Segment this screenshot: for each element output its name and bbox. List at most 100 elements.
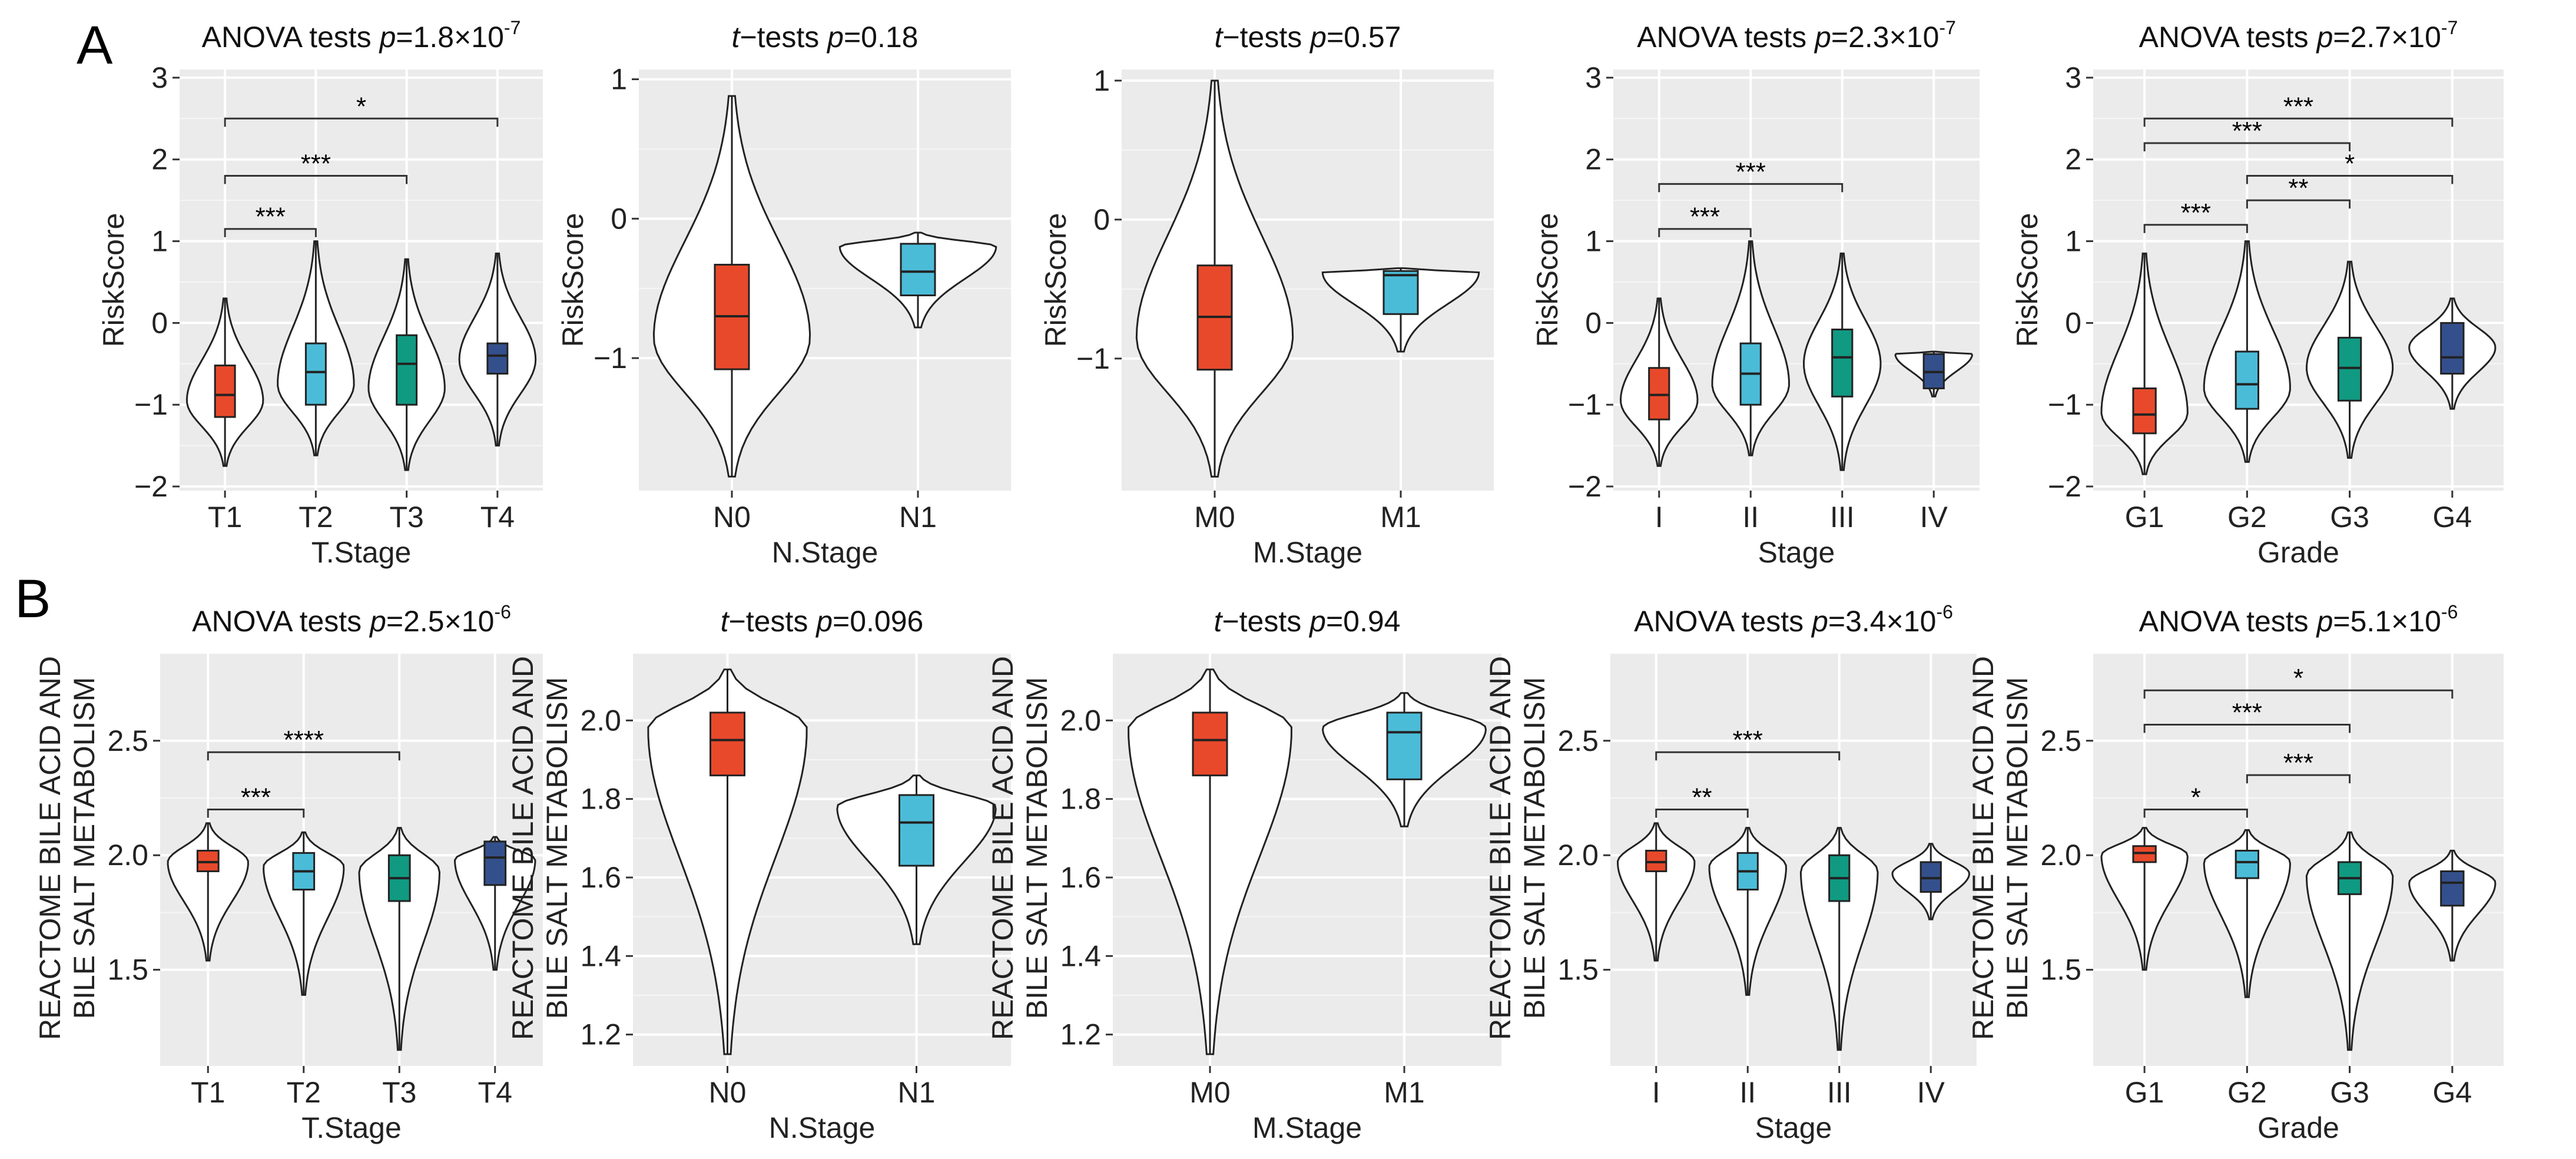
- title-p-symbol: p: [2316, 21, 2333, 54]
- box-navy: [2440, 870, 2465, 907]
- significance-bracket: ***: [224, 203, 317, 237]
- violin-t4: [458, 252, 537, 447]
- significance-bracket: ***: [2143, 92, 2454, 127]
- chart-title: t−tests p=0.18: [732, 21, 919, 54]
- title-t-symbol: t: [1214, 605, 1224, 638]
- x-tick-label: III: [1830, 501, 1855, 534]
- x-tick-label: G2: [2227, 1076, 2267, 1109]
- significance-bracket: ***: [2246, 749, 2351, 784]
- x-tick-label: M1: [1384, 1076, 1424, 1109]
- x-tick-label: III: [1827, 1076, 1852, 1109]
- significance-label: *: [2293, 664, 2303, 693]
- box-cyan: [899, 794, 934, 867]
- bracket-line: [1658, 228, 1752, 237]
- violin-i: [1617, 822, 1696, 962]
- x-tick-label: N0: [709, 1076, 747, 1109]
- x-tick-label: II: [1742, 501, 1759, 534]
- chart-title: t−tests p=0.096: [721, 605, 924, 638]
- chart-title: ANOVA tests p=3.4×10-6: [1634, 601, 1953, 638]
- y-tick-label: −1: [594, 342, 627, 375]
- title-prefix: ANOVA tests: [2139, 605, 2317, 638]
- y-tick-label: 1: [151, 225, 168, 258]
- violin-iv: [1894, 350, 1974, 398]
- x-tick-label: T2: [299, 501, 333, 534]
- y-tick-label: 2.0: [2040, 839, 2081, 872]
- title-p-symbol: p: [1814, 21, 1831, 54]
- title-p-symbol: p: [826, 21, 844, 54]
- bracket-line: [2143, 724, 2351, 733]
- significance-label: **: [2288, 174, 2308, 203]
- significance-label: ***: [256, 203, 286, 231]
- x-axis-label: N.Stage: [769, 1111, 876, 1144]
- violin-t1: [185, 297, 264, 467]
- y-tick-label: 3: [1585, 61, 1602, 94]
- significance-bracket: ***: [2143, 698, 2351, 733]
- y-tick-label: −1: [1076, 342, 1110, 375]
- violin-m0: [1128, 668, 1292, 1055]
- bracket-line: [2246, 174, 2454, 184]
- violin-m0: [1135, 80, 1294, 478]
- chart-a3: −1 0 1 M0 M1 M.Stage RiskScore t−tests p=0.57: [1039, 21, 1494, 569]
- y-tick-label: 3: [2065, 61, 2081, 94]
- violin-n1: [838, 231, 997, 329]
- chart-b3: 1.2 1.4 1.6 1.8 2.0 M0 M1 M.Stage REACTOME BILE …: [986, 605, 1501, 1144]
- x-tick-label: T3: [389, 501, 423, 534]
- y-tick-label: 1.4: [1060, 939, 1101, 972]
- box-cyan: [304, 342, 327, 406]
- violin-ii: [1711, 240, 1791, 456]
- significance-bracket: ***: [224, 149, 408, 184]
- y-axis-label: RiskScore: [1039, 213, 1072, 347]
- bracket-line: [224, 174, 408, 184]
- significance-label: ***: [1736, 157, 1766, 186]
- significance-bracket: *: [2246, 149, 2454, 184]
- x-tick-label: II: [1739, 1076, 1756, 1109]
- y-tick-label: −2: [2048, 470, 2081, 503]
- box-cyan: [2234, 350, 2260, 410]
- bracket-line: [1655, 751, 1841, 761]
- x-tick-label: N0: [713, 501, 751, 534]
- violin-t1: [167, 822, 249, 962]
- title-prefix: ANOVA tests: [1634, 605, 1812, 638]
- title-tests: −tests: [1222, 605, 1309, 638]
- y-tick-label: 1.5: [2040, 953, 2081, 986]
- box-red: [1192, 711, 1228, 777]
- significance-label: ***: [2232, 698, 2262, 727]
- y-tick-label: 3: [151, 61, 168, 94]
- violin-g3: [2305, 831, 2394, 1051]
- title-value: =0.57: [1327, 21, 1401, 54]
- bracket-line: [2143, 689, 2454, 699]
- violin-g1: [2100, 827, 2189, 971]
- y-axis-label-line1: REACTOME BILE ACID AND: [34, 656, 67, 1040]
- bracket-line: [207, 751, 400, 761]
- x-tick-label: M0: [1194, 501, 1235, 534]
- x-tick-label: G1: [2125, 501, 2164, 534]
- chart-a2: −1 0 1 N0 N1 N.Stage RiskScore t−tests p=0.18: [556, 21, 1011, 569]
- significance-label: ***: [2181, 198, 2211, 227]
- violin-t3: [358, 827, 441, 1051]
- y-tick-label: 1.6: [1060, 861, 1101, 894]
- significance-label: ***: [2232, 117, 2262, 145]
- x-axis-label: T.Stage: [301, 1111, 402, 1144]
- x-axis-label: Grade: [2257, 536, 2339, 569]
- x-tick-label: T3: [382, 1076, 416, 1109]
- violin-iii: [1802, 252, 1882, 471]
- title-t-symbol: t: [1215, 21, 1224, 54]
- panel-a-label: A: [77, 15, 113, 75]
- y-tick-label: 1.6: [580, 861, 621, 894]
- violin-t2: [277, 240, 355, 456]
- box-teal: [2337, 336, 2362, 402]
- violin-iv: [1891, 843, 1971, 920]
- chart-title: ANOVA tests p=2.5×10-6: [192, 601, 511, 638]
- x-tick-label: G2: [2227, 501, 2267, 534]
- y-tick-label: 0: [611, 202, 627, 235]
- y-tick-label: 2.5: [1557, 724, 1599, 757]
- violin-n1: [836, 774, 997, 945]
- significance-bracket: *: [2143, 783, 2248, 818]
- x-axis-label: M.Stage: [1252, 1111, 1362, 1144]
- bracket-line: [207, 808, 305, 818]
- y-tick-label: 1.5: [1557, 953, 1599, 986]
- violin-n0: [652, 95, 811, 478]
- y-axis-label-line2: BILE SALT METABOLISM: [68, 677, 101, 1019]
